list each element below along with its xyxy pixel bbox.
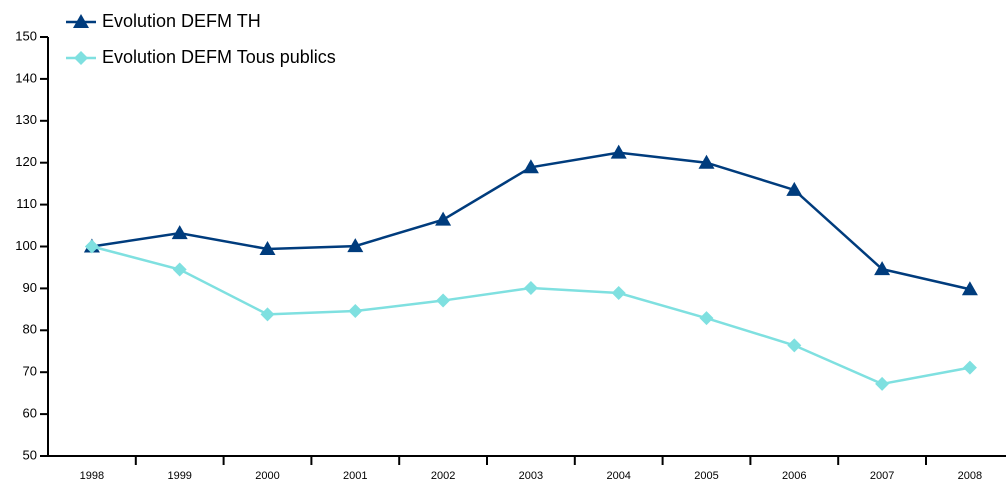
- y-tick-label: 150: [15, 28, 37, 43]
- x-tick-label: 1998: [80, 470, 104, 482]
- x-tick-label: 2007: [870, 470, 894, 482]
- marker: [73, 14, 89, 28]
- y-tick-label: 90: [23, 280, 37, 295]
- y-tick-label: 140: [15, 70, 37, 85]
- y-tick-label: 100: [15, 238, 37, 253]
- y-tick-label: 50: [23, 447, 37, 462]
- y-tick-label: 70: [23, 364, 37, 379]
- x-tick-label: 2003: [519, 470, 543, 482]
- x-tick-label: 2008: [958, 470, 982, 482]
- marker: [961, 281, 978, 296]
- y-tick-label: 110: [16, 196, 37, 211]
- legend-label: Evolution DEFM Tous publics: [102, 47, 336, 67]
- x-tick-label: 2001: [343, 470, 367, 482]
- y-tick-label: 120: [15, 154, 37, 169]
- legend-label: Evolution DEFM TH: [102, 11, 261, 31]
- marker: [435, 211, 452, 226]
- marker: [875, 376, 890, 391]
- marker: [172, 262, 187, 277]
- marker: [436, 293, 451, 308]
- y-tick-label: 130: [15, 112, 37, 127]
- marker: [962, 360, 977, 375]
- series-line: [91, 245, 971, 386]
- x-tick-label: 1999: [167, 470, 191, 482]
- marker: [171, 225, 188, 240]
- x-tick-label: 2006: [782, 470, 806, 482]
- marker: [522, 159, 539, 174]
- x-tick-label: 2005: [694, 470, 718, 482]
- y-tick-label: 80: [23, 322, 37, 337]
- marker: [74, 51, 88, 65]
- marker: [84, 239, 99, 254]
- marker: [787, 338, 802, 353]
- marker: [698, 154, 715, 169]
- y-tick-label: 60: [23, 406, 37, 421]
- marker: [523, 280, 538, 295]
- marker: [699, 311, 714, 326]
- marker: [347, 238, 364, 253]
- marker: [786, 181, 803, 196]
- marker: [348, 304, 363, 319]
- marker: [874, 261, 891, 276]
- marker: [610, 144, 627, 159]
- marker: [611, 286, 626, 301]
- x-tick-label: 2004: [606, 470, 630, 482]
- x-tick-label: 2000: [255, 470, 279, 482]
- x-tick-label: 2002: [431, 470, 455, 482]
- marker: [260, 307, 275, 322]
- marker: [259, 241, 276, 256]
